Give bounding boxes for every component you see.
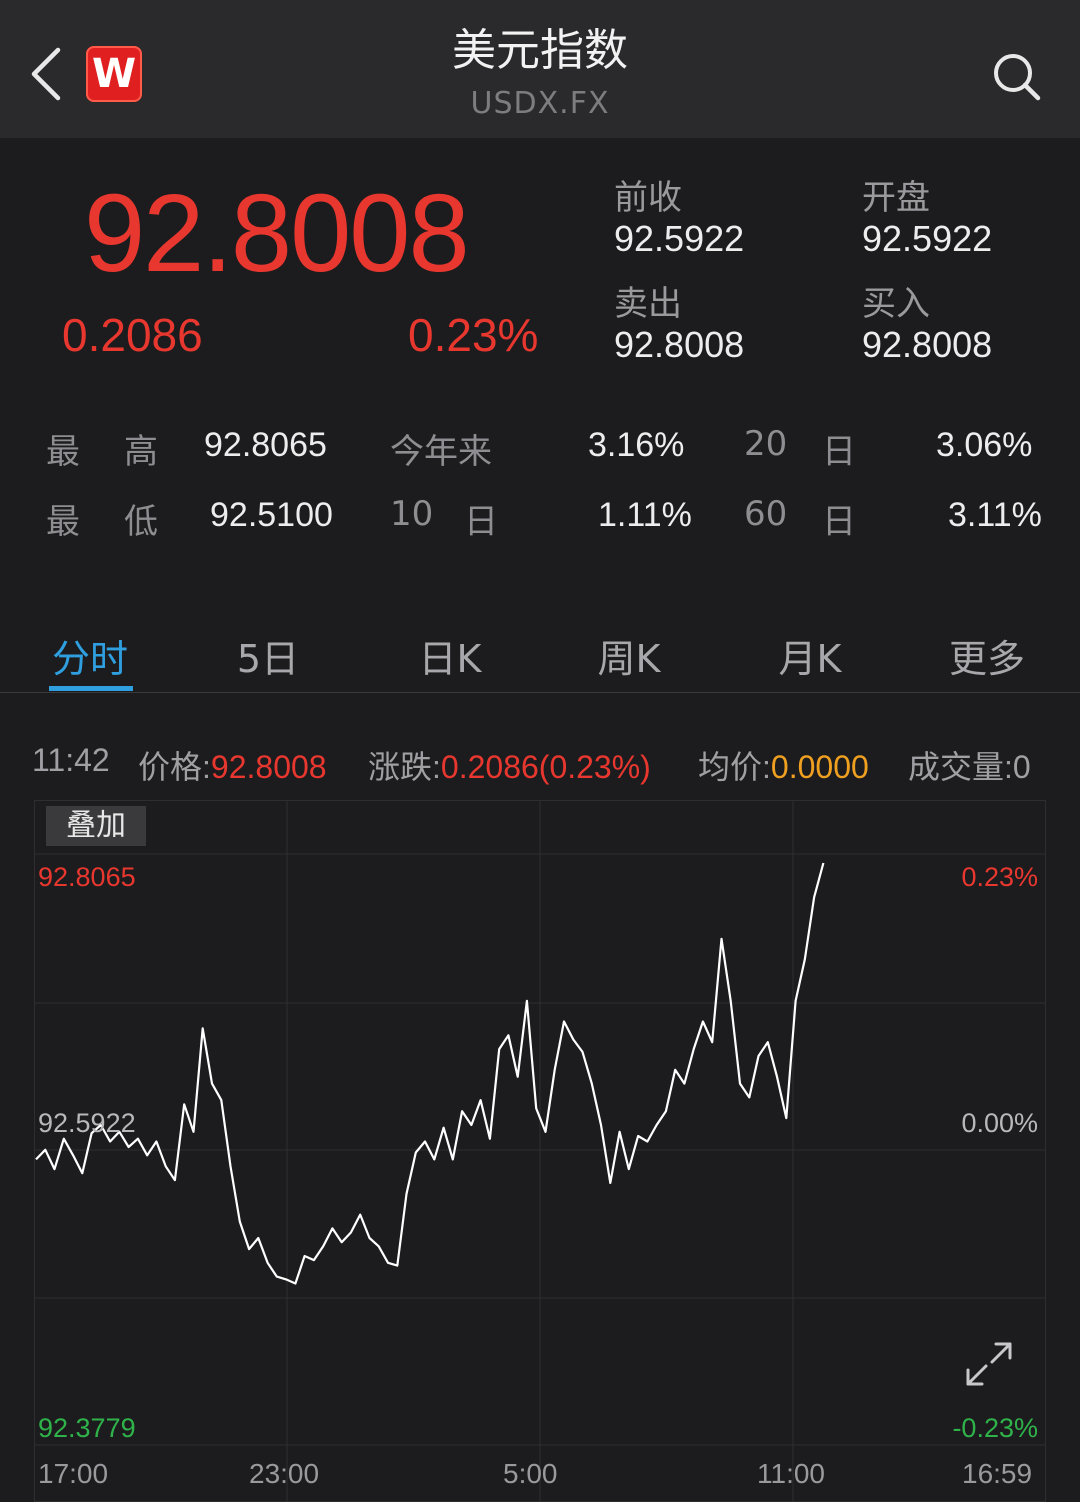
price-line (35, 862, 825, 1285)
open-label: 开盘 (862, 178, 930, 218)
open-value: 92.5922 (862, 218, 993, 259)
y-left-mid: 92.5922 (38, 1108, 136, 1138)
prev-close-label: 前收 (614, 178, 682, 218)
info-avg: 均价:0.0000 (698, 742, 869, 788)
info-volume: 成交量:0 (908, 742, 1031, 788)
sell-label: 卖出 (614, 284, 682, 324)
info-volume-value: 0 (1012, 749, 1031, 785)
y-left-top: 92.8065 (38, 862, 136, 892)
low-value: 92.5100 (210, 496, 333, 534)
info-price-label: 价格: (138, 749, 211, 785)
info-avg-label: 均价: (698, 749, 771, 785)
low-label-2: 低 (124, 502, 158, 542)
x-tick-3: 11:00 (757, 1458, 825, 1489)
d20-value: 3.06% (936, 426, 1033, 464)
y-right-top: 0.23% (961, 862, 1038, 892)
info-change-value: 0.2086(0.23%) (440, 749, 651, 785)
tab-more[interactable]: 更多 (948, 637, 1025, 681)
d60-unit: 日 (822, 502, 856, 542)
sell-value: 92.8008 (614, 324, 745, 365)
x-tick-1: 23:00 (249, 1458, 320, 1489)
overlay-button[interactable]: 叠加 (46, 806, 146, 846)
expand-icon[interactable] (960, 1338, 1018, 1392)
ytd-label: 今年来 (390, 432, 492, 472)
ytd-value: 3.16% (588, 426, 685, 464)
app-logo[interactable]: W (86, 46, 142, 102)
y-right-bottom: -0.23% (952, 1413, 1038, 1443)
info-change-label: 涨跌: (368, 749, 441, 785)
top-bar (0, 0, 1080, 138)
price-change: 0.2086 (62, 309, 203, 361)
d10-num: 10 (390, 494, 434, 534)
chart-grid (34, 800, 1046, 1502)
search-icon[interactable] (990, 50, 1042, 102)
d60-num: 60 (744, 494, 788, 534)
tab-daily-k[interactable]: 日K (418, 637, 482, 681)
high-label-1: 最 (46, 432, 80, 472)
tab-divider (0, 692, 1080, 693)
buy-label: 买入 (862, 284, 930, 324)
tab-weekly-k[interactable]: 周K (597, 637, 661, 681)
current-price: 92.8008 (84, 172, 470, 295)
price-change-percent: 0.23% (408, 309, 539, 361)
chevron-left-icon[interactable] (26, 44, 66, 104)
info-price: 价格:92.8008 (138, 742, 327, 788)
prev-close-value: 92.5922 (614, 218, 745, 259)
info-change: 涨跌:0.2086(0.23%) (368, 742, 651, 788)
d10-unit: 日 (464, 502, 498, 542)
x-tick-2: 5:00 (503, 1458, 558, 1489)
intraday-chart[interactable] (34, 800, 1046, 1502)
buy-value: 92.8008 (862, 324, 993, 365)
y-right-mid: 0.00% (961, 1108, 1038, 1138)
d10-value: 1.11% (598, 496, 692, 534)
x-tick-0: 17:00 (38, 1458, 109, 1489)
d60-value: 3.11% (948, 496, 1042, 534)
high-label-2: 高 (124, 432, 158, 472)
tab-intraday[interactable]: 分时 (51, 637, 128, 681)
low-label-1: 最 (46, 502, 80, 542)
info-volume-label: 成交量: (908, 749, 1013, 785)
d20-num: 20 (744, 424, 788, 464)
page-subtitle: USDX.FX (470, 86, 610, 121)
active-tab-indicator (49, 686, 133, 691)
tab-5day[interactable]: 5日 (236, 637, 300, 681)
info-price-value: 92.8008 (210, 749, 327, 785)
info-avg-value: 0.0000 (770, 749, 869, 785)
tab-monthly-k[interactable]: 月K (778, 637, 842, 681)
d20-unit: 日 (822, 432, 856, 472)
y-left-bottom: 92.3779 (38, 1413, 136, 1443)
x-tick-4: 16:59 (962, 1458, 1033, 1489)
page-title: 美元指数 (452, 25, 628, 76)
high-value: 92.8065 (204, 426, 327, 464)
info-time: 11:42 (32, 742, 110, 778)
